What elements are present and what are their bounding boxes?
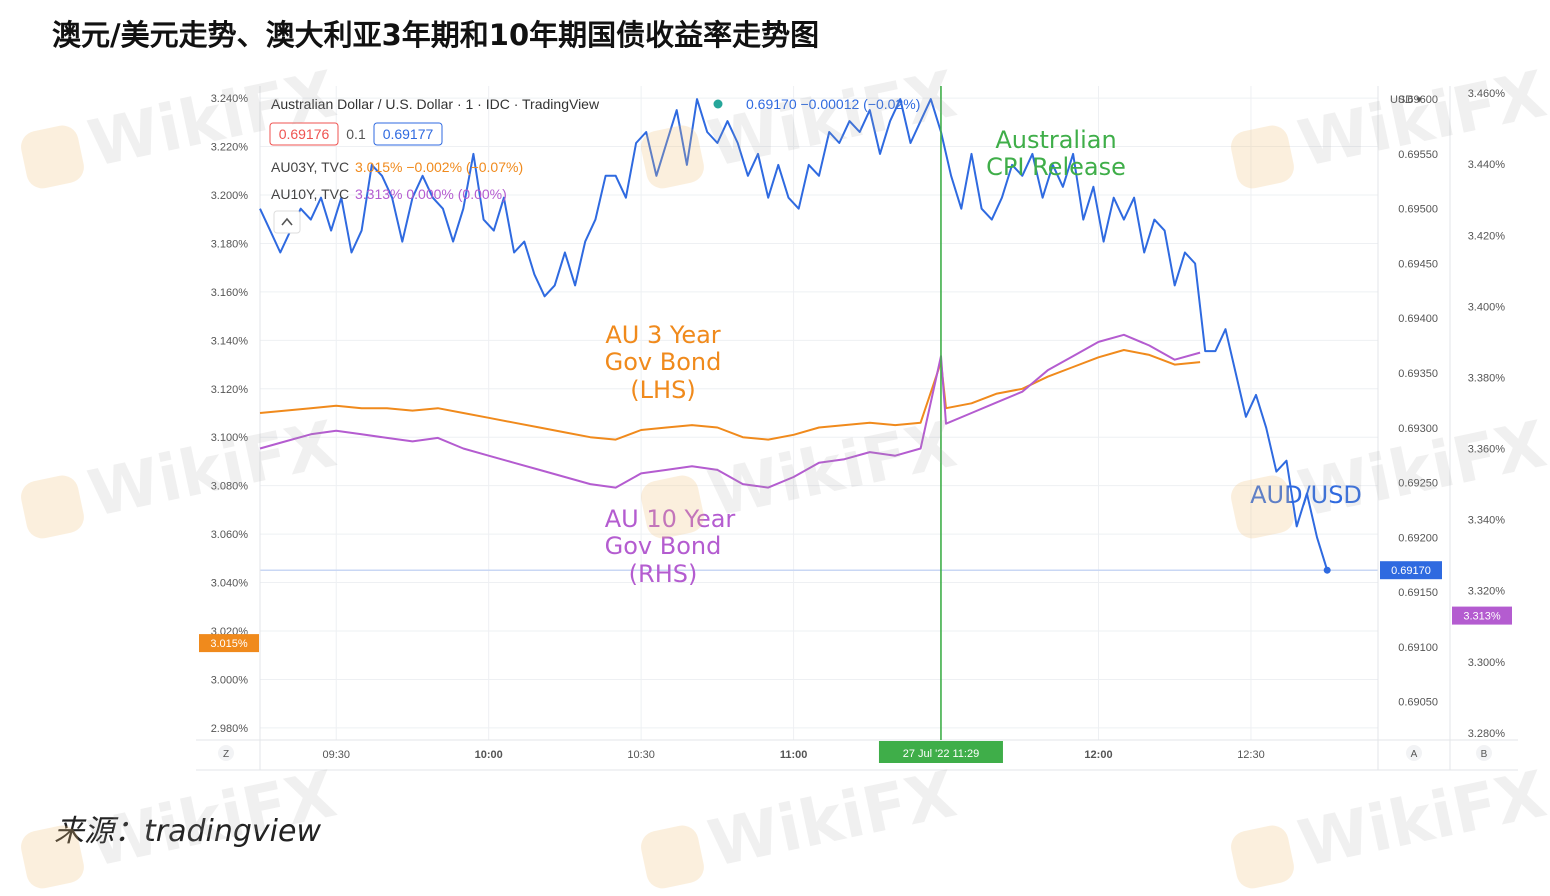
usd-tick-label: 0.69300	[1398, 423, 1438, 435]
series-line-0	[259, 98, 1329, 571]
au3y-annotation-line3: (LHS)	[630, 376, 695, 404]
ask-box	[373, 122, 443, 146]
usd-tick-label: 0.69150	[1398, 587, 1438, 599]
legend-au10y-name: AU10Y, TVC	[271, 186, 349, 202]
x-tick-label: 12:00	[1084, 749, 1112, 761]
aud-last-point	[1323, 566, 1331, 574]
footer-button	[218, 745, 234, 761]
left-tick-label: 3.120%	[211, 384, 249, 396]
left-tick-label: 3.000%	[211, 674, 249, 686]
right-tick-label: 3.380%	[1468, 372, 1506, 384]
chart-grid	[260, 86, 1378, 740]
usd-tick-label: 0.69400	[1398, 313, 1438, 325]
au10y-annotation-line3: (RHS)	[629, 560, 698, 588]
spread-value: 0.1	[346, 126, 366, 142]
x-tick-label: 11:00	[780, 749, 808, 761]
x-tick-label: 10:30	[627, 749, 655, 761]
chart-axes: 3.240% 3.220% 3.200% 3.180% 3.160% 3.140% 3.12…	[196, 86, 1518, 771]
chart-series	[259, 86, 1331, 740]
left-tick-label: 3.240%	[211, 93, 249, 105]
x-tick-label: 09:30	[322, 749, 350, 761]
usd-tick-label: 0.69500	[1398, 204, 1438, 216]
chart: 3.240% 3.220% 3.200% 3.180% 3.160% 3.140% 3.12…	[196, 86, 1518, 771]
series-line-2	[259, 333, 1201, 489]
bid-box	[269, 122, 339, 146]
au10y-last-badge	[1452, 606, 1512, 625]
au3y-last-badge	[199, 634, 259, 653]
usd-tick-label: 0.69450	[1398, 258, 1438, 270]
footer-button-label: A	[1411, 749, 1418, 760]
series-line-1	[259, 349, 1201, 441]
event-time-label: 27 Jul '22 11:29	[903, 748, 980, 760]
left-tick-label: 3.060%	[211, 529, 249, 541]
footer-button	[1476, 745, 1492, 761]
legend-collapse-button	[273, 210, 301, 234]
usd-tick-label: 0.69550	[1398, 149, 1438, 161]
left-tick-label: 3.140%	[211, 335, 249, 347]
market-status-icon	[713, 99, 723, 109]
usd-tick-label: 0.69200	[1398, 532, 1438, 544]
left-tick-label: 3.040%	[211, 578, 249, 590]
event-time-badge	[878, 741, 1003, 763]
usd-tick-label: 0.69600	[1398, 94, 1438, 106]
event-annotation-line2: CPI Release	[986, 153, 1126, 181]
aud-last-badge	[1380, 561, 1442, 580]
right-tick-label: 3.300%	[1468, 657, 1506, 669]
x-tick-label: 10:00	[475, 749, 503, 761]
au10y-annotation-line1: AU 10 Year	[605, 505, 736, 533]
plot-area	[260, 86, 1378, 740]
left-tick-label: 2.980%	[211, 723, 249, 735]
footer-button	[1406, 745, 1422, 761]
chart-labels: Australian Dollar / U.S. Dollar · 1 · ID…	[269, 96, 1362, 588]
au10y-annotation-line2: Gov Bond	[605, 532, 722, 560]
left-tick-label: 3.100%	[211, 432, 249, 444]
bid-value: 0.69176	[279, 126, 330, 142]
source-caption: 来源：tradingview	[54, 814, 321, 849]
event-annotation-line1: Australian	[995, 126, 1116, 154]
aud-annotation: AUD/USD	[1250, 481, 1362, 509]
right-tick-label: 3.400%	[1468, 301, 1506, 313]
usd-tick-label: 0.69050	[1398, 697, 1438, 709]
au10y-last-badge-label: 3.313%	[1463, 611, 1501, 623]
right-tick-label: 3.440%	[1468, 159, 1506, 171]
chevron-up-icon	[281, 217, 293, 226]
usd-axis-header: USD ▾	[1390, 94, 1422, 106]
usd-tick-label: 0.69350	[1398, 368, 1438, 380]
au3y-last-badge-label: 3.015%	[210, 638, 248, 650]
legend-au3y-values: 3.015% −0.002% (−0.07%)	[355, 159, 523, 175]
usd-tick-label: 0.69250	[1398, 478, 1438, 490]
footer-button-label: B	[1481, 749, 1488, 760]
ask-value: 0.69177	[383, 126, 434, 142]
aud-last-badge-label: 0.69170	[1391, 565, 1431, 577]
right-tick-label: 3.420%	[1468, 230, 1506, 242]
legend-main-values: 0.69170 −0.00012 (−0.02%)	[746, 96, 920, 112]
x-tick-label: 12:30	[1237, 749, 1265, 761]
au3y-annotation-line1: AU 3 Year	[605, 321, 720, 349]
right-tick-label: 3.280%	[1468, 728, 1506, 740]
usd-tick-label: 0.69100	[1398, 642, 1438, 654]
page-title: 澳元/美元走势、澳大利亚3年期和10年期国债收益率走势图	[52, 18, 820, 52]
left-tick-label: 3.200%	[211, 190, 249, 202]
left-tick-label: 3.160%	[211, 287, 249, 299]
legend-au3y-name: AU03Y, TVC	[271, 159, 349, 175]
left-tick-label: 3.080%	[211, 481, 249, 493]
au3y-annotation-line2: Gov Bond	[605, 348, 722, 376]
legend-au10y-values: 3.313% 0.000% (0.00%)	[355, 186, 507, 202]
right-tick-label: 3.340%	[1468, 515, 1506, 527]
right-tick-label: 3.360%	[1468, 444, 1506, 456]
footer-button-label: Z	[223, 749, 229, 760]
left-tick-label: 3.220%	[211, 142, 249, 154]
legend-main: Australian Dollar / U.S. Dollar · 1 · ID…	[271, 96, 600, 112]
right-tick-label: 3.320%	[1468, 586, 1506, 598]
left-tick-label: 3.180%	[211, 238, 249, 250]
right-tick-label: 3.460%	[1468, 88, 1506, 100]
